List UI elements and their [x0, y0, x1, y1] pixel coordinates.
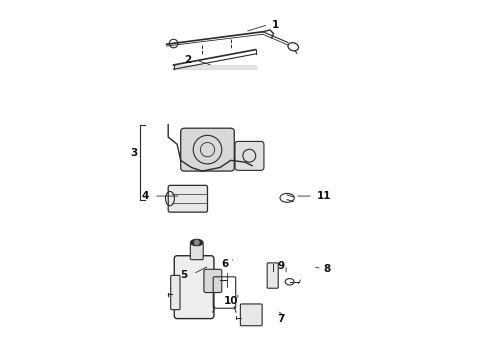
Circle shape [194, 240, 199, 246]
FancyBboxPatch shape [235, 141, 264, 170]
FancyBboxPatch shape [190, 243, 203, 260]
FancyBboxPatch shape [168, 185, 207, 212]
FancyBboxPatch shape [267, 263, 278, 288]
FancyBboxPatch shape [241, 304, 262, 326]
Text: 10: 10 [223, 296, 238, 306]
Text: 5: 5 [181, 270, 188, 280]
Text: 11: 11 [317, 191, 331, 201]
Ellipse shape [191, 239, 203, 246]
Text: 6: 6 [222, 259, 229, 269]
Text: 3: 3 [131, 148, 138, 158]
FancyBboxPatch shape [204, 269, 222, 293]
Text: 4: 4 [141, 191, 148, 201]
FancyBboxPatch shape [171, 275, 180, 310]
Text: 8: 8 [323, 264, 331, 274]
Text: 1: 1 [272, 19, 279, 30]
FancyBboxPatch shape [174, 256, 214, 319]
FancyBboxPatch shape [181, 128, 234, 171]
Text: 7: 7 [277, 314, 284, 324]
Text: 9: 9 [277, 261, 284, 271]
Text: 2: 2 [184, 55, 192, 65]
